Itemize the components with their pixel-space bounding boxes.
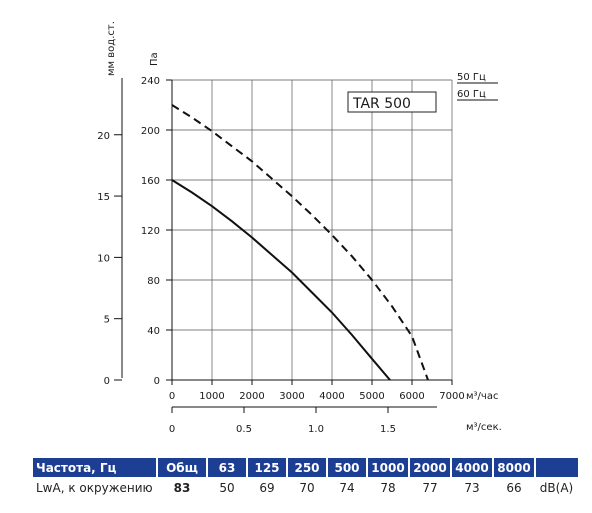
legend-60hz-label: 60 Гц — [457, 89, 486, 100]
spectrum-value: 74 — [339, 481, 355, 495]
spectrum-unit: dB(A) — [539, 481, 574, 495]
spectrum-header-cell: 2000 — [409, 458, 452, 477]
spectrum-header-cell: 63 — [207, 458, 248, 477]
spectrum-value: 78 — [380, 481, 396, 495]
x-axis-ticks: 0 1000 2000 3000 4000 5000 6000 7000 — [169, 380, 465, 402]
spectrum-header-cell: 1000 — [367, 458, 410, 477]
spectrum-value: 50 — [219, 481, 235, 495]
spectrum-header-cell: Общ — [157, 458, 208, 477]
x2-axis-ticks: 0 0.5 1.0 1.5 — [169, 407, 396, 435]
x-tick-label: 5000 — [359, 391, 384, 402]
mm-axis-label: мм вод.ст. — [106, 21, 117, 76]
pa-axis-label: Па — [149, 52, 160, 66]
pa-tick-label: 0 — [154, 376, 160, 387]
mm-axis-ticks: 0 5 10 15 20 — [97, 131, 122, 387]
spectrum-value: 77 — [422, 481, 438, 495]
x2-tick-label: 1.5 — [380, 424, 396, 435]
x-tick-label: 0 — [169, 391, 175, 402]
pa-tick-label: 240 — [141, 76, 160, 87]
performance-chart: 0 5 10 15 20 мм вод.ст. Па 0 40 80 120 160 200 240… — [97, 21, 502, 435]
pa-tick-label: 80 — [147, 276, 160, 287]
spectrum-header-cell: 250 — [287, 458, 328, 477]
pa-tick-label: 40 — [147, 326, 160, 337]
mm-tick-label: 20 — [97, 131, 110, 142]
pa-tick-label: 160 — [141, 176, 160, 187]
x2-tick-label: 0.5 — [236, 424, 252, 435]
model-label: TAR 500 — [352, 96, 411, 112]
x-tick-label: 3000 — [279, 391, 304, 402]
chart-grid — [171, 79, 453, 381]
x2-axis-label: м³/сек. — [466, 422, 502, 433]
x2-tick-label: 1.0 — [308, 424, 324, 435]
mm-tick-label: 5 — [104, 315, 110, 326]
mm-tick-label: 0 — [104, 376, 110, 387]
mm-tick-label: 10 — [97, 253, 110, 264]
spectrum-header-cell: 500 — [327, 458, 368, 477]
spectrum-value: 73 — [464, 481, 480, 495]
x-tick-label: 6000 — [399, 391, 424, 402]
x-tick-label: 1000 — [199, 391, 224, 402]
pa-axis-ticks: 0 40 80 120 160 200 240 — [141, 76, 172, 387]
curves — [171, 104, 429, 381]
curve-60hz — [171, 104, 429, 381]
x-tick-label: 7000 — [439, 391, 464, 402]
x-axis-label: м³/час — [466, 391, 498, 402]
pa-tick-label: 200 — [141, 126, 160, 137]
spectrum-header-row: Частота, Гц Общ 63 125 250 500 1000 2000… — [33, 458, 578, 477]
spectrum-row-label: LwA, к окружению — [36, 481, 153, 495]
spectrum-value: 69 — [259, 481, 275, 495]
spectrum-header-cell: 4000 — [451, 458, 494, 477]
spectrum-value: 66 — [506, 481, 522, 495]
sound-spectrum-table: Частота, Гц Общ 63 125 250 500 1000 2000… — [33, 458, 578, 499]
spectrum-total-value: 83 — [173, 481, 191, 495]
spectrum-header-cell: 125 — [247, 458, 288, 477]
curve-50hz — [171, 179, 391, 381]
x-tick-label: 4000 — [319, 391, 344, 402]
x2-tick-label: 0 — [169, 424, 175, 435]
spectrum-value-row: LwA, к окружению 83 50 69 70 74 78 77 73… — [33, 477, 578, 499]
spectrum-header-cell — [535, 458, 578, 477]
spectrum-header-cell: Частота, Гц — [33, 458, 158, 477]
legend-50hz-label: 50 Гц — [457, 72, 486, 83]
mm-tick-label: 15 — [97, 192, 110, 203]
x-tick-label: 2000 — [239, 391, 264, 402]
legend: 50 Гц 60 Гц — [457, 72, 498, 101]
spectrum-value: 70 — [299, 481, 315, 495]
model-label-box — [347, 91, 437, 113]
pa-tick-label: 120 — [141, 226, 160, 237]
spectrum-header-cell: 8000 — [493, 458, 536, 477]
